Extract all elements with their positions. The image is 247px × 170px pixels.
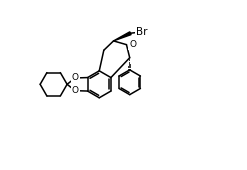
Text: O: O <box>72 86 79 95</box>
Text: O: O <box>72 73 79 82</box>
Text: O: O <box>129 40 137 49</box>
Text: Br: Br <box>136 27 147 37</box>
Polygon shape <box>114 32 131 41</box>
